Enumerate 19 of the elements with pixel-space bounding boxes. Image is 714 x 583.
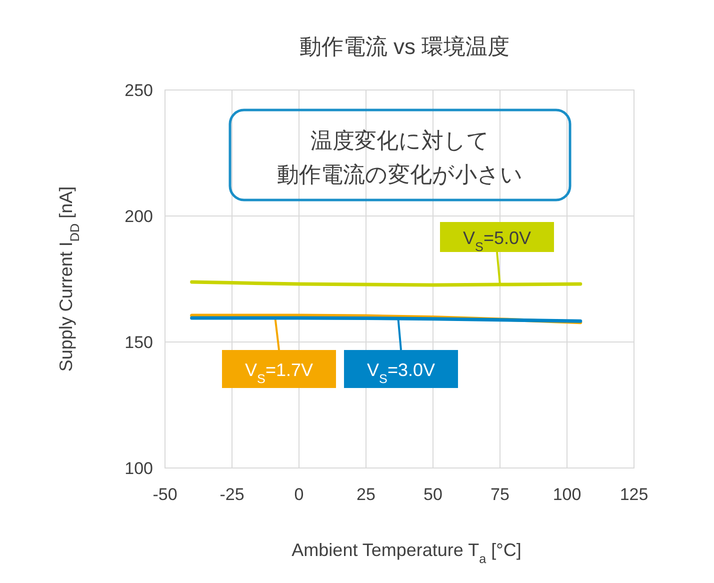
x-tick-label: 25 [356, 485, 376, 504]
legend-label: V$_{S}$=1.7V [245, 360, 313, 386]
y-tick-label: 150 [124, 333, 153, 352]
x-tick-label: 125 [620, 485, 648, 504]
series-label: V$_{S}$=5.0V [463, 228, 531, 254]
annotation: 温度変化に対して [310, 128, 490, 153]
chart-title: 動作電流 vs 環境温度 [299, 34, 510, 59]
x-tick-label: 0 [294, 485, 304, 504]
annotation: 動作電流の変化が小さい [277, 162, 523, 187]
x-tick-label: 100 [552, 485, 582, 504]
x-tick-label: 50 [424, 485, 442, 504]
y-tick-label: 200 [124, 207, 153, 226]
x-tick-label: -50 [152, 485, 178, 504]
legend-label: V$_{S}$=3.0V [367, 360, 435, 386]
x-axis-title: Ambient Temperature T$_{a}$ [°C] [292, 540, 522, 566]
y-tick-label: 250 [124, 81, 153, 100]
y-tick-label: 100 [124, 459, 153, 478]
x-tick-label: 75 [490, 485, 510, 504]
x-tick-label: -25 [220, 485, 244, 504]
